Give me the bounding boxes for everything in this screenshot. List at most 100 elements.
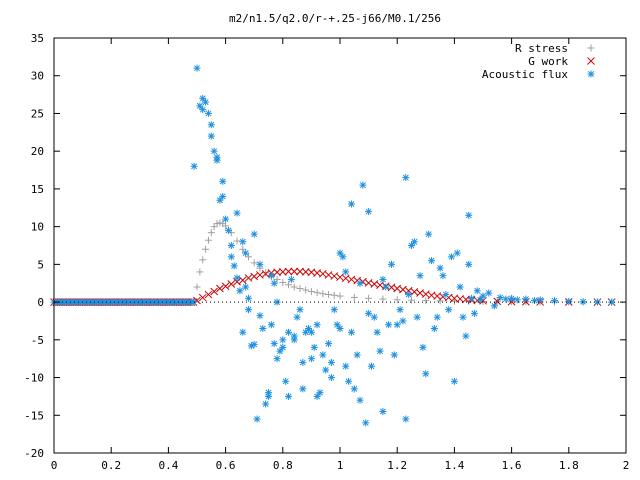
data-point <box>250 230 258 238</box>
data-point <box>319 351 327 359</box>
data-point <box>282 377 290 385</box>
data-point <box>379 275 387 283</box>
data-point <box>276 347 284 355</box>
data-point <box>270 340 278 348</box>
data-point <box>419 343 427 351</box>
y-tick-label: 0 <box>37 296 44 309</box>
y-tick-label: 15 <box>31 183 44 196</box>
data-point <box>530 297 538 305</box>
data-point <box>250 340 258 348</box>
data-point <box>244 294 252 302</box>
data-point <box>250 272 259 281</box>
data-point <box>347 328 355 336</box>
data-point <box>307 355 315 363</box>
data-point <box>390 351 398 359</box>
data-point <box>462 332 470 340</box>
data-point <box>244 274 253 282</box>
x-tick-label: 1.8 <box>559 459 579 472</box>
data-point <box>393 321 401 329</box>
y-tick-label: 10 <box>31 221 44 234</box>
data-point <box>262 269 270 277</box>
data-point <box>244 306 252 314</box>
data-point <box>450 377 458 385</box>
data-point <box>253 415 261 423</box>
data-point <box>239 245 247 253</box>
data-point <box>242 283 250 291</box>
data-point <box>244 253 252 261</box>
data-point <box>342 362 350 370</box>
data-point <box>216 284 224 293</box>
data-point <box>327 374 335 382</box>
data-point <box>213 153 221 161</box>
data-point <box>204 236 212 244</box>
y-tick-label: 35 <box>31 32 44 45</box>
y-tick-label: -5 <box>31 334 44 347</box>
data-point <box>285 328 293 336</box>
data-point <box>327 358 335 366</box>
data-point <box>336 249 344 257</box>
data-point <box>233 274 241 282</box>
data-point <box>265 389 272 397</box>
data-point <box>513 296 521 304</box>
data-point <box>262 400 270 408</box>
data-point <box>267 272 275 280</box>
data-point <box>408 242 415 249</box>
x-tick-label: 0.2 <box>101 459 121 472</box>
data-point <box>202 245 210 253</box>
plot-markers <box>50 64 616 427</box>
legend-marker <box>587 70 595 78</box>
data-point <box>416 272 424 280</box>
data-point <box>382 283 390 291</box>
data-point <box>199 106 207 114</box>
data-point <box>313 321 321 329</box>
data-point <box>227 253 235 261</box>
data-point <box>333 321 341 329</box>
data-point <box>579 298 587 306</box>
data-point <box>284 267 293 276</box>
data-point <box>287 275 295 283</box>
data-point <box>233 209 241 217</box>
data-point <box>336 325 344 332</box>
x-tick-label: 1.4 <box>444 459 464 472</box>
data-point <box>465 297 473 305</box>
data-point <box>233 237 241 245</box>
data-point <box>468 294 476 302</box>
plot-frame <box>53 37 627 454</box>
data-point <box>313 289 321 297</box>
data-point <box>319 290 327 298</box>
data-point <box>493 297 502 306</box>
data-point <box>305 325 313 332</box>
data-point <box>256 312 264 320</box>
data-point <box>204 109 212 117</box>
data-point <box>325 291 333 299</box>
data-point <box>479 292 487 300</box>
x-tick-label: 1.6 <box>502 459 522 472</box>
y-tick-label: -20 <box>24 447 44 460</box>
data-point <box>267 321 275 329</box>
data-point <box>270 279 278 287</box>
data-point <box>233 277 241 286</box>
data-point <box>565 297 573 305</box>
data-point <box>485 289 493 297</box>
x-tick-label: 1.2 <box>387 459 407 472</box>
data-point <box>290 283 298 291</box>
data-point <box>279 336 287 344</box>
data-point <box>207 121 215 129</box>
data-point <box>210 287 219 296</box>
data-point <box>428 257 436 265</box>
data-point <box>365 208 373 216</box>
data-point <box>439 272 447 280</box>
data-point <box>350 293 358 301</box>
data-point <box>405 291 413 299</box>
data-point <box>198 293 207 302</box>
data-point <box>313 392 321 400</box>
data-point <box>242 249 250 257</box>
data-point <box>290 267 299 276</box>
data-point <box>310 343 318 351</box>
data-point <box>273 275 281 283</box>
data-point <box>402 174 410 182</box>
data-point <box>402 415 410 423</box>
data-point <box>273 355 281 363</box>
data-point <box>325 340 333 348</box>
